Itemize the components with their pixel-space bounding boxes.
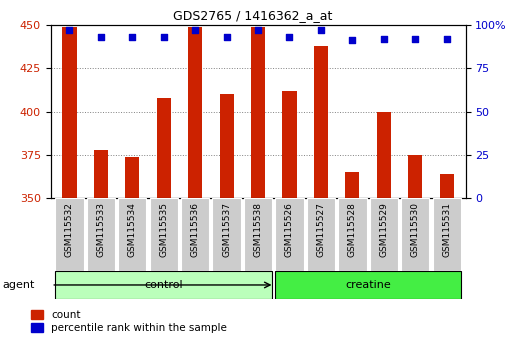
- Point: [65, 27, 73, 33]
- Text: GSM115528: GSM115528: [347, 202, 356, 257]
- Bar: [376, 112, 390, 198]
- Point: [128, 34, 136, 40]
- Bar: [408, 155, 422, 198]
- Bar: [439, 174, 453, 198]
- Bar: [275, 198, 303, 271]
- Text: GSM115537: GSM115537: [222, 202, 231, 257]
- Bar: [86, 198, 115, 271]
- Text: agent: agent: [3, 280, 35, 290]
- Bar: [306, 198, 334, 271]
- Text: GSM115529: GSM115529: [379, 202, 387, 257]
- Legend: count, percentile rank within the sample: count, percentile rank within the sample: [30, 310, 227, 333]
- Bar: [62, 27, 76, 198]
- Bar: [181, 198, 209, 271]
- Text: GSM115535: GSM115535: [159, 202, 168, 257]
- Bar: [125, 156, 139, 198]
- Point: [254, 27, 262, 33]
- Bar: [188, 27, 202, 198]
- Point: [442, 36, 450, 41]
- Bar: [149, 198, 178, 271]
- Bar: [212, 198, 240, 271]
- Bar: [282, 91, 296, 198]
- Point: [285, 34, 293, 40]
- Point: [379, 36, 387, 41]
- Bar: [344, 172, 359, 198]
- Bar: [313, 46, 327, 198]
- Text: GSM115534: GSM115534: [128, 202, 136, 257]
- Text: GDS2765 / 1416362_a_at: GDS2765 / 1416362_a_at: [173, 9, 332, 22]
- Bar: [369, 198, 397, 271]
- Point: [222, 34, 230, 40]
- Text: GSM115538: GSM115538: [253, 202, 262, 257]
- Bar: [432, 198, 460, 271]
- Bar: [275, 271, 460, 299]
- Point: [347, 38, 356, 43]
- Bar: [55, 198, 83, 271]
- Point: [411, 36, 419, 41]
- Text: GSM115536: GSM115536: [190, 202, 199, 257]
- Bar: [337, 198, 366, 271]
- Point: [316, 27, 324, 33]
- Bar: [55, 271, 272, 299]
- Text: GSM115533: GSM115533: [96, 202, 105, 257]
- Point: [160, 34, 168, 40]
- Text: creatine: creatine: [344, 280, 390, 290]
- Text: GSM115530: GSM115530: [410, 202, 419, 257]
- Text: GSM115527: GSM115527: [316, 202, 325, 257]
- Bar: [93, 150, 108, 198]
- Text: control: control: [144, 280, 183, 290]
- Point: [96, 34, 105, 40]
- Bar: [157, 98, 171, 198]
- Point: [191, 27, 199, 33]
- Text: GSM115532: GSM115532: [65, 202, 74, 257]
- Bar: [243, 198, 272, 271]
- Text: GSM115526: GSM115526: [284, 202, 293, 257]
- Text: GSM115531: GSM115531: [441, 202, 450, 257]
- Bar: [400, 198, 429, 271]
- Bar: [219, 94, 233, 198]
- Bar: [118, 198, 146, 271]
- Bar: [250, 27, 265, 198]
